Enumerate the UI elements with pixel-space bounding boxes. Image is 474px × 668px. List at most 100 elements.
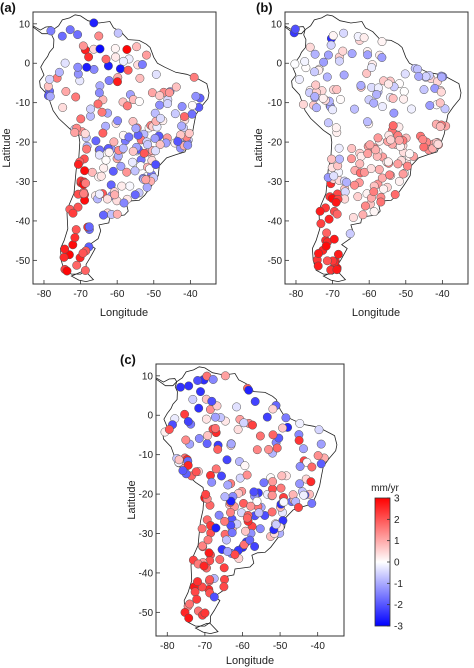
- station-marker: [248, 420, 257, 430]
- station-marker: [164, 425, 174, 434]
- y-tick-label: 10: [19, 19, 31, 30]
- station-marker: [319, 57, 329, 67]
- station-marker: [348, 213, 358, 222]
- station-marker: [272, 443, 282, 453]
- station-marker: [104, 147, 114, 157]
- station-marker: [73, 202, 83, 212]
- station-marker: [177, 102, 187, 111]
- panel-a-stations: [43, 18, 205, 276]
- station-marker: [347, 49, 357, 59]
- station-marker: [113, 116, 123, 126]
- station-marker: [332, 265, 342, 275]
- station-marker: [130, 190, 140, 200]
- y-tick-label: -30: [268, 177, 283, 188]
- station-marker: [254, 508, 264, 518]
- station-marker: [128, 157, 137, 167]
- station-marker: [119, 56, 128, 66]
- y-tick-label: -10: [16, 98, 31, 109]
- station-marker: [350, 104, 359, 114]
- x-tick-label: -50: [147, 289, 162, 300]
- panel-c-ticks: -80 -70 -60 -50 -40 10 0 -10 -20 -30 -40 -50: [139, 371, 326, 652]
- station-marker: [193, 376, 203, 385]
- station-marker: [316, 439, 326, 449]
- station-marker: [398, 169, 408, 179]
- station-marker: [119, 198, 129, 208]
- station-marker: [72, 260, 82, 270]
- station-marker: [202, 439, 212, 449]
- station-marker: [414, 71, 424, 81]
- x-tick-label: -70: [325, 289, 340, 300]
- station-marker: [151, 69, 161, 79]
- station-marker: [151, 160, 161, 170]
- station-marker: [80, 266, 90, 275]
- station-marker: [220, 492, 230, 502]
- station-marker: [363, 117, 372, 127]
- x-tick-label: -40: [310, 641, 325, 652]
- station-marker: [246, 501, 256, 511]
- station-marker: [60, 244, 70, 254]
- station-marker: [333, 249, 343, 259]
- station-marker: [328, 105, 338, 115]
- panel-b-label: (b): [256, 0, 273, 15]
- station-marker: [124, 132, 134, 142]
- x-tick-label: -80: [289, 289, 304, 300]
- station-marker: [328, 31, 338, 41]
- station-marker: [436, 87, 446, 97]
- station-marker: [207, 396, 217, 406]
- station-marker: [310, 49, 320, 59]
- station-marker: [394, 176, 404, 186]
- station-marker: [185, 599, 195, 609]
- station-marker: [249, 487, 259, 497]
- station-marker: [194, 434, 204, 443]
- station-marker: [295, 462, 305, 471]
- station-marker: [393, 159, 403, 169]
- station-marker: [277, 471, 287, 481]
- station-marker: [188, 394, 198, 404]
- station-marker: [250, 397, 260, 406]
- station-marker: [184, 128, 194, 138]
- station-marker: [80, 129, 90, 139]
- station-marker: [366, 164, 376, 174]
- station-marker: [268, 477, 278, 487]
- station-marker: [98, 210, 108, 220]
- station-marker: [99, 163, 109, 173]
- station-marker: [294, 435, 304, 445]
- station-marker: [314, 249, 323, 258]
- station-marker: [91, 136, 101, 146]
- station-marker: [378, 102, 387, 112]
- station-marker: [96, 171, 106, 181]
- panel-b: -80 -70 -60 -50 -40 10 0 -10 -20 -30 -40 -50 (b) Lo…: [253, 0, 469, 319]
- station-marker: [139, 148, 149, 158]
- station-marker: [170, 109, 180, 119]
- station-marker: [76, 114, 86, 124]
- station-marker: [95, 189, 104, 199]
- station-marker: [177, 121, 187, 131]
- station-marker: [281, 413, 291, 423]
- station-marker: [78, 41, 88, 51]
- y-tick-label: -30: [139, 529, 154, 540]
- station-marker: [239, 418, 249, 428]
- station-marker: [418, 135, 428, 144]
- station-marker: [113, 28, 123, 38]
- x-tick-label: -50: [273, 641, 288, 652]
- station-marker: [112, 209, 122, 219]
- station-marker: [379, 184, 388, 194]
- station-marker: [334, 143, 344, 153]
- station-marker: [81, 178, 91, 188]
- station-marker: [403, 161, 412, 171]
- station-marker: [338, 46, 348, 56]
- station-marker: [131, 123, 141, 133]
- station-marker: [376, 197, 386, 207]
- station-marker: [324, 214, 334, 224]
- station-marker: [45, 74, 55, 84]
- station-marker: [174, 455, 184, 465]
- station-marker: [335, 154, 344, 164]
- station-marker: [203, 535, 213, 545]
- station-marker: [419, 142, 429, 152]
- station-marker: [407, 104, 416, 114]
- y-tick-label: 10: [142, 371, 154, 382]
- coastline-path: [39, 14, 210, 275]
- station-marker: [385, 170, 395, 180]
- station-marker: [135, 73, 145, 83]
